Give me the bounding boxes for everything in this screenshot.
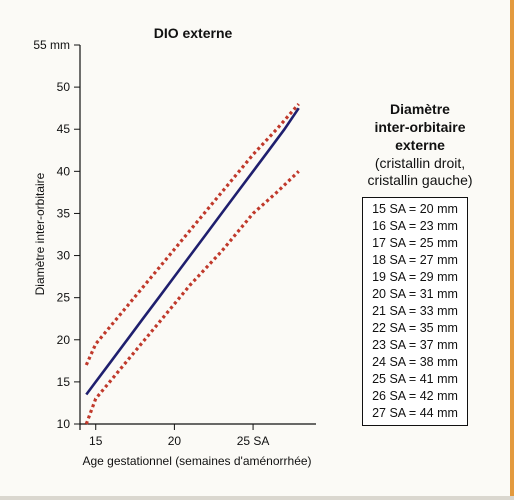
reference-panel: Diamètre inter-orbitaire externe (cristall… xyxy=(346,100,494,426)
value-row: 20 SA = 31 mm xyxy=(372,287,458,301)
y-tick-label: 35 xyxy=(57,206,71,220)
value-row: 15 SA = 20 mm xyxy=(372,202,458,216)
y-tick-label: 55 mm xyxy=(33,38,70,52)
value-row: 25 SA = 41 mm xyxy=(372,372,458,386)
panel-note: (cristallin droit, cristallin gauche) xyxy=(346,155,494,189)
chart-title: DIO externe xyxy=(154,25,233,41)
axes xyxy=(79,45,316,430)
value-row: 22 SA = 35 mm xyxy=(372,321,458,335)
y-tick-label: 20 xyxy=(57,333,71,347)
value-row: 17 SA = 25 mm xyxy=(372,236,458,250)
panel-note-line: cristallin gauche) xyxy=(367,172,473,188)
series-layer xyxy=(84,102,300,425)
y-tick-label: 15 xyxy=(57,375,71,389)
value-row: 21 SA = 33 mm xyxy=(372,304,458,318)
x-tick-label: 25 SA xyxy=(237,434,270,448)
value-row: 27 SA = 44 mm xyxy=(372,406,458,420)
y-tick-label: 40 xyxy=(57,164,71,178)
value-row: 24 SA = 38 mm xyxy=(372,355,458,369)
panel-heading-line: inter-orbitaire xyxy=(374,119,466,135)
x-axis-ticks: 15 20 25 SA xyxy=(89,424,269,448)
x-axis-label: Age gestationnel (semaines d'aménorrhée) xyxy=(82,454,311,468)
x-tick-label: 15 xyxy=(89,434,103,448)
series-lower-line xyxy=(84,170,300,425)
y-tick-label: 25 xyxy=(57,291,71,305)
y-axis-label: Diamètre inter-orbitaire xyxy=(33,172,47,295)
y-tick-label: 10 xyxy=(57,417,71,431)
series-mean-line xyxy=(85,107,300,396)
x-tick-label: 20 xyxy=(168,434,182,448)
value-row: 16 SA = 23 mm xyxy=(372,219,458,233)
value-row: 18 SA = 27 mm xyxy=(372,253,458,267)
panel-heading-line: Diamètre xyxy=(390,101,450,117)
panel-heading-line: externe xyxy=(395,137,445,153)
y-axis-ticks: 10 15 20 25 30 35 40 45 50 55 mm xyxy=(33,38,80,431)
series-upper-line xyxy=(84,102,300,366)
value-row: 19 SA = 29 mm xyxy=(372,270,458,284)
page-edge-orange xyxy=(510,0,514,500)
y-tick-label: 50 xyxy=(57,80,71,94)
value-row: 26 SA = 42 mm xyxy=(372,389,458,403)
y-tick-label: 30 xyxy=(57,249,71,263)
value-row: 23 SA = 37 mm xyxy=(372,338,458,352)
panel-note-line: (cristallin droit, xyxy=(374,155,466,171)
y-tick-label: 45 xyxy=(57,122,71,136)
page-edge-bottom xyxy=(0,496,514,500)
value-table: 15 SA = 20 mm 16 SA = 23 mm 17 SA = 25 mm 1… xyxy=(362,197,468,426)
panel-heading: Diamètre inter-orbitaire externe xyxy=(346,100,494,154)
